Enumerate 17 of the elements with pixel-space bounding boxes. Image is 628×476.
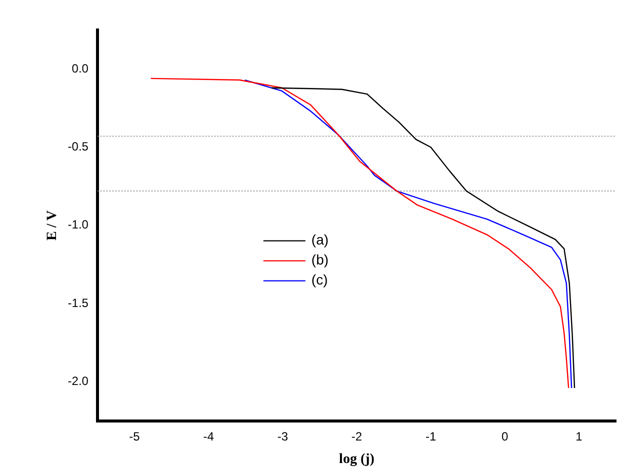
x-tick-label: -1 [425, 429, 436, 444]
x-tick-label: -2 [351, 429, 362, 444]
x-tick-label: 1 [576, 429, 583, 444]
y-tick-label: 0.0 [72, 61, 89, 76]
y-tick-label: -2.0 [68, 374, 89, 388]
y-tick-label: -1.5 [68, 296, 89, 310]
x-tick-label: -5 [129, 429, 140, 444]
legend-label: (c) [311, 272, 328, 288]
legend-label: (b) [311, 252, 329, 268]
y-axis-title: E / V [45, 210, 60, 240]
x-tick-label: -3 [277, 429, 288, 444]
y-tick-label: -0.5 [68, 140, 89, 154]
x-axis-title: log (j) [339, 452, 375, 468]
x-tick-label: 0 [502, 429, 509, 444]
x-tick-label: -4 [203, 429, 214, 444]
y-tick-label: -1.0 [68, 218, 89, 232]
legend-label: (a) [311, 232, 329, 248]
